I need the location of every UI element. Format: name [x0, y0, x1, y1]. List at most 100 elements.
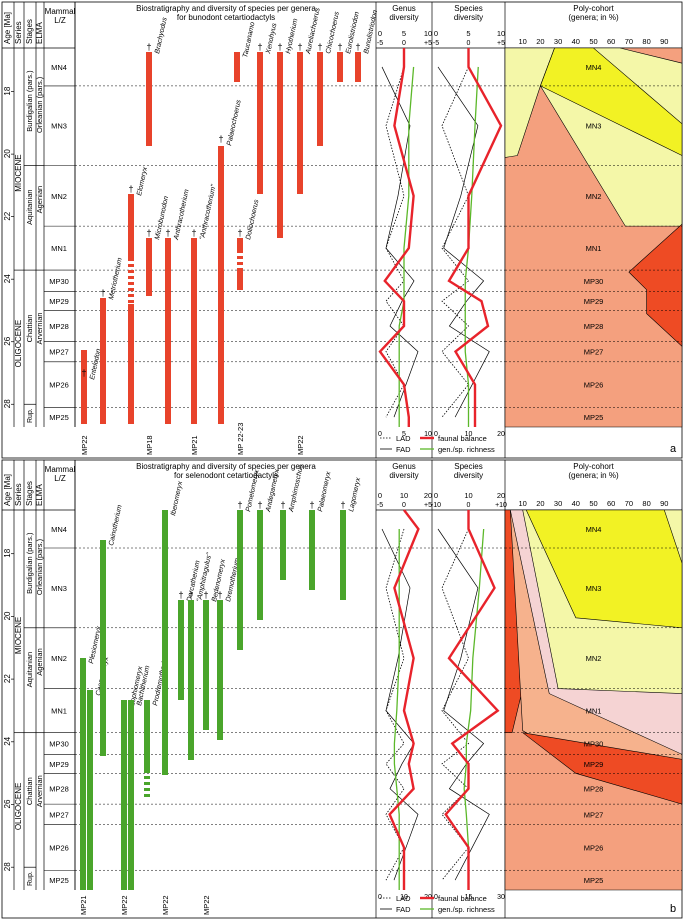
extinction-dagger: †	[81, 368, 86, 378]
taxon-name: Palaeomeryx	[317, 471, 332, 513]
polycohort-subtitle: (genera; in %)	[568, 13, 619, 22]
species-axis-balance: 0	[467, 40, 471, 47]
polycohort-tick: 90	[660, 37, 668, 46]
species-div-title: Species	[454, 4, 482, 13]
stage-chattian: Chattian	[25, 777, 34, 805]
extinction-dagger: †	[280, 500, 285, 510]
taxon-range-bar	[355, 52, 361, 82]
species-axis-top: 0	[434, 29, 438, 38]
taxon-name: "Anthracotherium"	[199, 183, 218, 240]
zone-label-mp27: MP27	[49, 810, 69, 819]
polycohort-tick: 80	[642, 499, 650, 508]
bottom-zone-tag: MP22	[296, 435, 305, 455]
polycohort-zone-label: MN4	[586, 525, 602, 534]
genus-axis-bottom: 10	[424, 431, 432, 438]
taxon-range-bar	[188, 600, 194, 760]
lad-line	[441, 528, 470, 881]
polycohort-zone-label: MP29	[584, 760, 604, 769]
taxon-range-bar	[191, 238, 197, 424]
taxon-range-bar	[128, 700, 134, 890]
extinction-dagger: †	[257, 500, 262, 510]
range-chart-title: Biostratigraphy and diversity of species…	[136, 4, 316, 13]
taxon-range-dotted	[128, 300, 134, 303]
taxon-name: Cainotherium	[108, 504, 124, 546]
taxon-range-dotted	[128, 258, 134, 261]
taxon-range-dotted	[144, 776, 150, 779]
panel-letter: a	[670, 443, 677, 455]
taxon-range-bar	[337, 52, 343, 82]
mammal-header-lz: L/Z	[54, 474, 66, 483]
species-axis-balance: 0	[467, 502, 471, 509]
polycohort-zone-label: MN4	[586, 63, 602, 72]
taxon-range-bar	[217, 600, 223, 740]
age-header: Age [Ma]	[3, 12, 12, 44]
bottom-zone-tag: MP22	[120, 895, 129, 915]
zone-label-mp26: MP26	[49, 381, 69, 390]
genus-axis-balance: 0	[402, 502, 406, 509]
polycohort-tick: 50	[589, 37, 597, 46]
species-axis-balance: +5	[497, 40, 505, 47]
polycohort-tick: 40	[572, 499, 580, 508]
extinction-dagger: †	[337, 42, 342, 52]
zone-label-mp25: MP25	[49, 876, 69, 885]
species-axis-bottom: 15	[465, 894, 473, 901]
stages-header: Stages	[25, 481, 34, 506]
zone-label-mn1: MN1	[51, 707, 67, 716]
elma-orleanian: Orleanian (pars.)	[35, 538, 44, 595]
species-axis-top: 10	[497, 29, 505, 38]
polycohort-tick: 20	[536, 37, 544, 46]
balance-line	[447, 48, 503, 427]
stage-rupelian: Rup.	[27, 408, 34, 423]
range-chart-title: Biostratigraphy and diversity of species…	[136, 462, 316, 471]
taxon-range-dotted	[128, 276, 134, 279]
taxon-range-bar	[100, 540, 106, 756]
species-axis-bottom: 10	[465, 431, 473, 438]
species-div-title2: diversity	[454, 471, 483, 480]
richness-line	[463, 528, 485, 890]
polycohort-title: Poly-cohort	[573, 462, 614, 471]
age-label: 24	[3, 736, 12, 745]
stage-chattian: Chattian	[25, 314, 34, 342]
extinction-dagger: †	[340, 500, 345, 510]
taxon-range-bar	[237, 510, 243, 650]
taxon-range-bar	[121, 700, 127, 890]
zone-label-mp30: MP30	[49, 277, 69, 286]
polycohort-zone-label: MP26	[584, 381, 604, 390]
taxon-name: Xenohyus	[265, 22, 279, 55]
extinction-dagger: †	[317, 42, 322, 52]
taxon-range-bar	[128, 194, 134, 258]
extinction-dagger: †	[146, 228, 151, 238]
polycohort-tick: 10	[519, 499, 527, 508]
age-label: 24	[3, 274, 12, 283]
genus-axis-balance: -5	[377, 40, 383, 47]
species-axis-top: 0	[434, 491, 438, 500]
taxon-name: Palaeochoerus	[226, 99, 243, 147]
stage-aquitanian: Aquitanian	[25, 652, 34, 687]
species-axis-bottom: 0	[434, 894, 438, 901]
elma-agenian: Agenian	[35, 186, 44, 214]
taxon-range-dotted	[128, 294, 134, 297]
legend-balance-label: faunal balance	[438, 894, 487, 903]
zone-label-mn4: MN4	[51, 525, 67, 534]
genus-axis-bottom: 0	[378, 894, 382, 901]
polycohort-tick: 60	[607, 37, 615, 46]
taxon-range-bar	[317, 52, 323, 146]
polycohort-zone-label: MN1	[586, 244, 602, 253]
age-label: 18	[3, 86, 12, 95]
taxon-range-dotted	[128, 282, 134, 285]
series-header: Series	[14, 483, 23, 506]
genus-axis-bottom: 5	[402, 431, 406, 438]
age-label: 20	[3, 611, 12, 620]
balance-line	[444, 510, 500, 890]
genus-axis-top: 10	[424, 29, 432, 38]
range-chart-subtitle: for selenodont cetartiodactyls	[174, 471, 278, 480]
polycohort-zone-label: MP30	[584, 277, 604, 286]
polycohort-tick: 70	[625, 499, 633, 508]
zone-label-mn1: MN1	[51, 244, 67, 253]
extinction-dagger: †	[355, 42, 360, 52]
extinction-dagger: †	[277, 42, 282, 52]
fad-line	[437, 66, 490, 418]
species-axis-balance: -10	[431, 502, 441, 509]
taxon-range-bar	[81, 350, 87, 424]
taxon-range-bar	[297, 52, 303, 194]
